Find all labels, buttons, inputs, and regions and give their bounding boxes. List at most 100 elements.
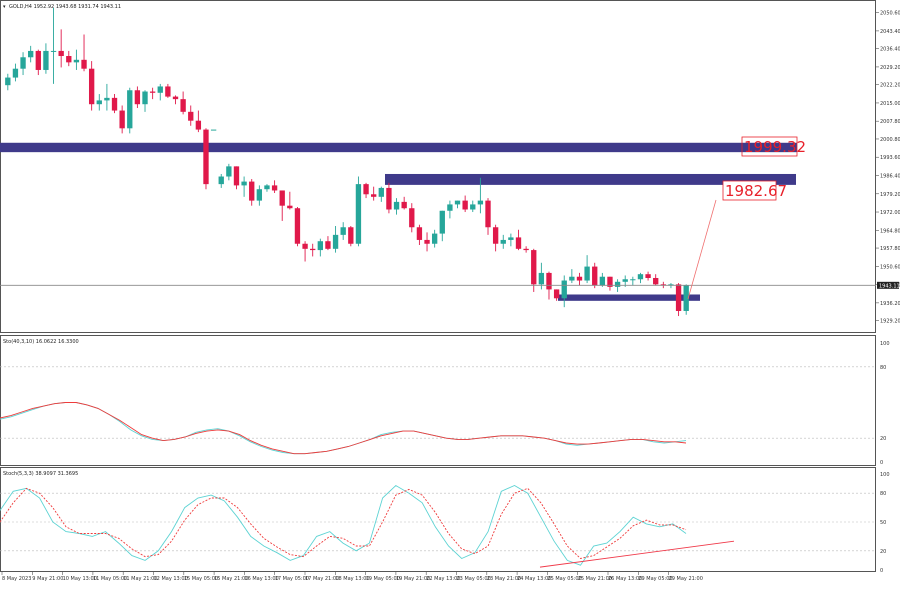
candle-body [348, 227, 354, 244]
stoch-slow-axis: 100 80 20 0 [0, 341, 890, 466]
stoch-fast-main-line [0, 484, 687, 566]
time-tick-label: 15 May 21:00 [214, 576, 248, 582]
candle-body [256, 189, 263, 201]
candle-body [142, 91, 148, 105]
stoch-fast-lines [0, 484, 735, 568]
candle-body [149, 91, 156, 93]
candle-body [508, 237, 514, 240]
price-tick-label: 2022.20 [880, 83, 900, 89]
candle-body [439, 210, 445, 234]
candle-body [599, 276, 606, 286]
candle-body [592, 266, 598, 286]
candle-body [378, 187, 384, 197]
candle-body [5, 77, 11, 86]
candle-body [409, 208, 415, 228]
annotation-1999: 1999.32 [741, 136, 806, 157]
candle-body [607, 276, 613, 287]
candle-body [287, 205, 293, 209]
candle-body [218, 176, 224, 185]
price-tick-label: 1972.00 [880, 210, 900, 216]
candles-layer [5, 7, 689, 317]
time-tick-label: 9 May 21:00 [32, 576, 63, 582]
stoch-slow-level-label: 20 [880, 436, 886, 442]
candle-body [630, 279, 636, 281]
candle-body [241, 181, 247, 186]
annotation-1999-text: 1999.32 [744, 138, 806, 156]
stoch-slow-signal-line [0, 402, 687, 455]
candle-body [576, 276, 583, 281]
candle-body [88, 68, 95, 105]
candle-body [470, 204, 476, 210]
stoch-slow-level-label: 80 [880, 365, 886, 371]
time-tick-label: 24 May 13:00 [517, 576, 551, 582]
annotation-pointer [687, 199, 717, 300]
candle-body [653, 277, 659, 285]
time-tick-label: 29 May 21:00 [669, 576, 703, 582]
candle-body [172, 96, 179, 100]
candle-body [462, 200, 468, 210]
candle-body [180, 99, 186, 112]
time-tick-label: 11 May 05:00 [93, 576, 127, 582]
candle-body [675, 284, 682, 311]
candle-body [104, 97, 110, 101]
time-tick-label: 19 May 21:00 [396, 576, 430, 582]
candle-body [332, 234, 339, 249]
candle-body [424, 239, 430, 244]
candle-body [35, 50, 41, 70]
candle-body [683, 285, 689, 311]
zone-1 [385, 173, 796, 185]
time-tick-label: 25 May 21:00 [578, 576, 612, 582]
candle-body [546, 272, 552, 290]
candle-body [165, 86, 171, 97]
zone-0 [0, 142, 797, 153]
candle-body [355, 184, 362, 244]
candle-body [523, 248, 529, 251]
stoch-slow-lines [0, 402, 687, 455]
candle-body [325, 241, 331, 249]
price-tick-label: 2029.20 [880, 65, 900, 71]
candle-body [477, 200, 484, 205]
price-tick-label: 2050.60 [880, 11, 900, 17]
candle-body [302, 243, 308, 249]
time-tick-label: 16 May 13:00 [244, 576, 278, 582]
candle-body [294, 208, 301, 244]
stoch-trend-line [539, 540, 735, 568]
stoch-fast-level-label: 0 [880, 568, 883, 574]
time-tick-label: 29 May 05:00 [638, 576, 672, 582]
candle-body [622, 279, 628, 282]
annotation-1982: 1982.67 [722, 180, 787, 201]
candle-body [50, 50, 57, 52]
candle-body [73, 59, 80, 63]
candle-body [12, 68, 19, 78]
candle-body [538, 272, 545, 285]
stoch-fast-axis: 100 80 50 20 0 [0, 472, 890, 574]
chart-menu-icon[interactable]: ▾ [3, 4, 6, 10]
stoch-fast-signal-line [0, 487, 687, 559]
candle-body [401, 201, 407, 209]
candle-body [66, 56, 72, 63]
stoch-fast-label: Stoch(5,3,3) 38.9097 31.3695 [3, 471, 78, 477]
stoch-slow-panel-frame [0, 335, 876, 466]
time-tick-label: 19 May 05:00 [366, 576, 400, 582]
price-tick-label: 1979.20 [880, 192, 900, 198]
candle-body [416, 227, 423, 240]
candle-body [447, 204, 453, 211]
stoch-slow-label: Sto(40,3,10) 16.0622 16.3300 [3, 339, 79, 345]
candle-body [569, 276, 575, 281]
candle-body [614, 281, 621, 287]
time-tick-label: 23 May 21:00 [487, 576, 521, 582]
candle-body [81, 59, 87, 69]
price-tick-label: 1950.60 [880, 264, 900, 270]
candle-body [96, 100, 102, 105]
candle-body [127, 90, 133, 129]
candle-body [157, 86, 163, 93]
stoch-fast-level-label: 80 [880, 491, 886, 497]
candle-body [43, 50, 49, 70]
annotation-1982-text: 1982.67 [725, 182, 787, 200]
price-tick-label: 2015.00 [880, 101, 900, 107]
time-tick-label: 12 May 13:00 [154, 576, 188, 582]
zones-layer [0, 142, 797, 301]
candle-body [492, 227, 499, 244]
